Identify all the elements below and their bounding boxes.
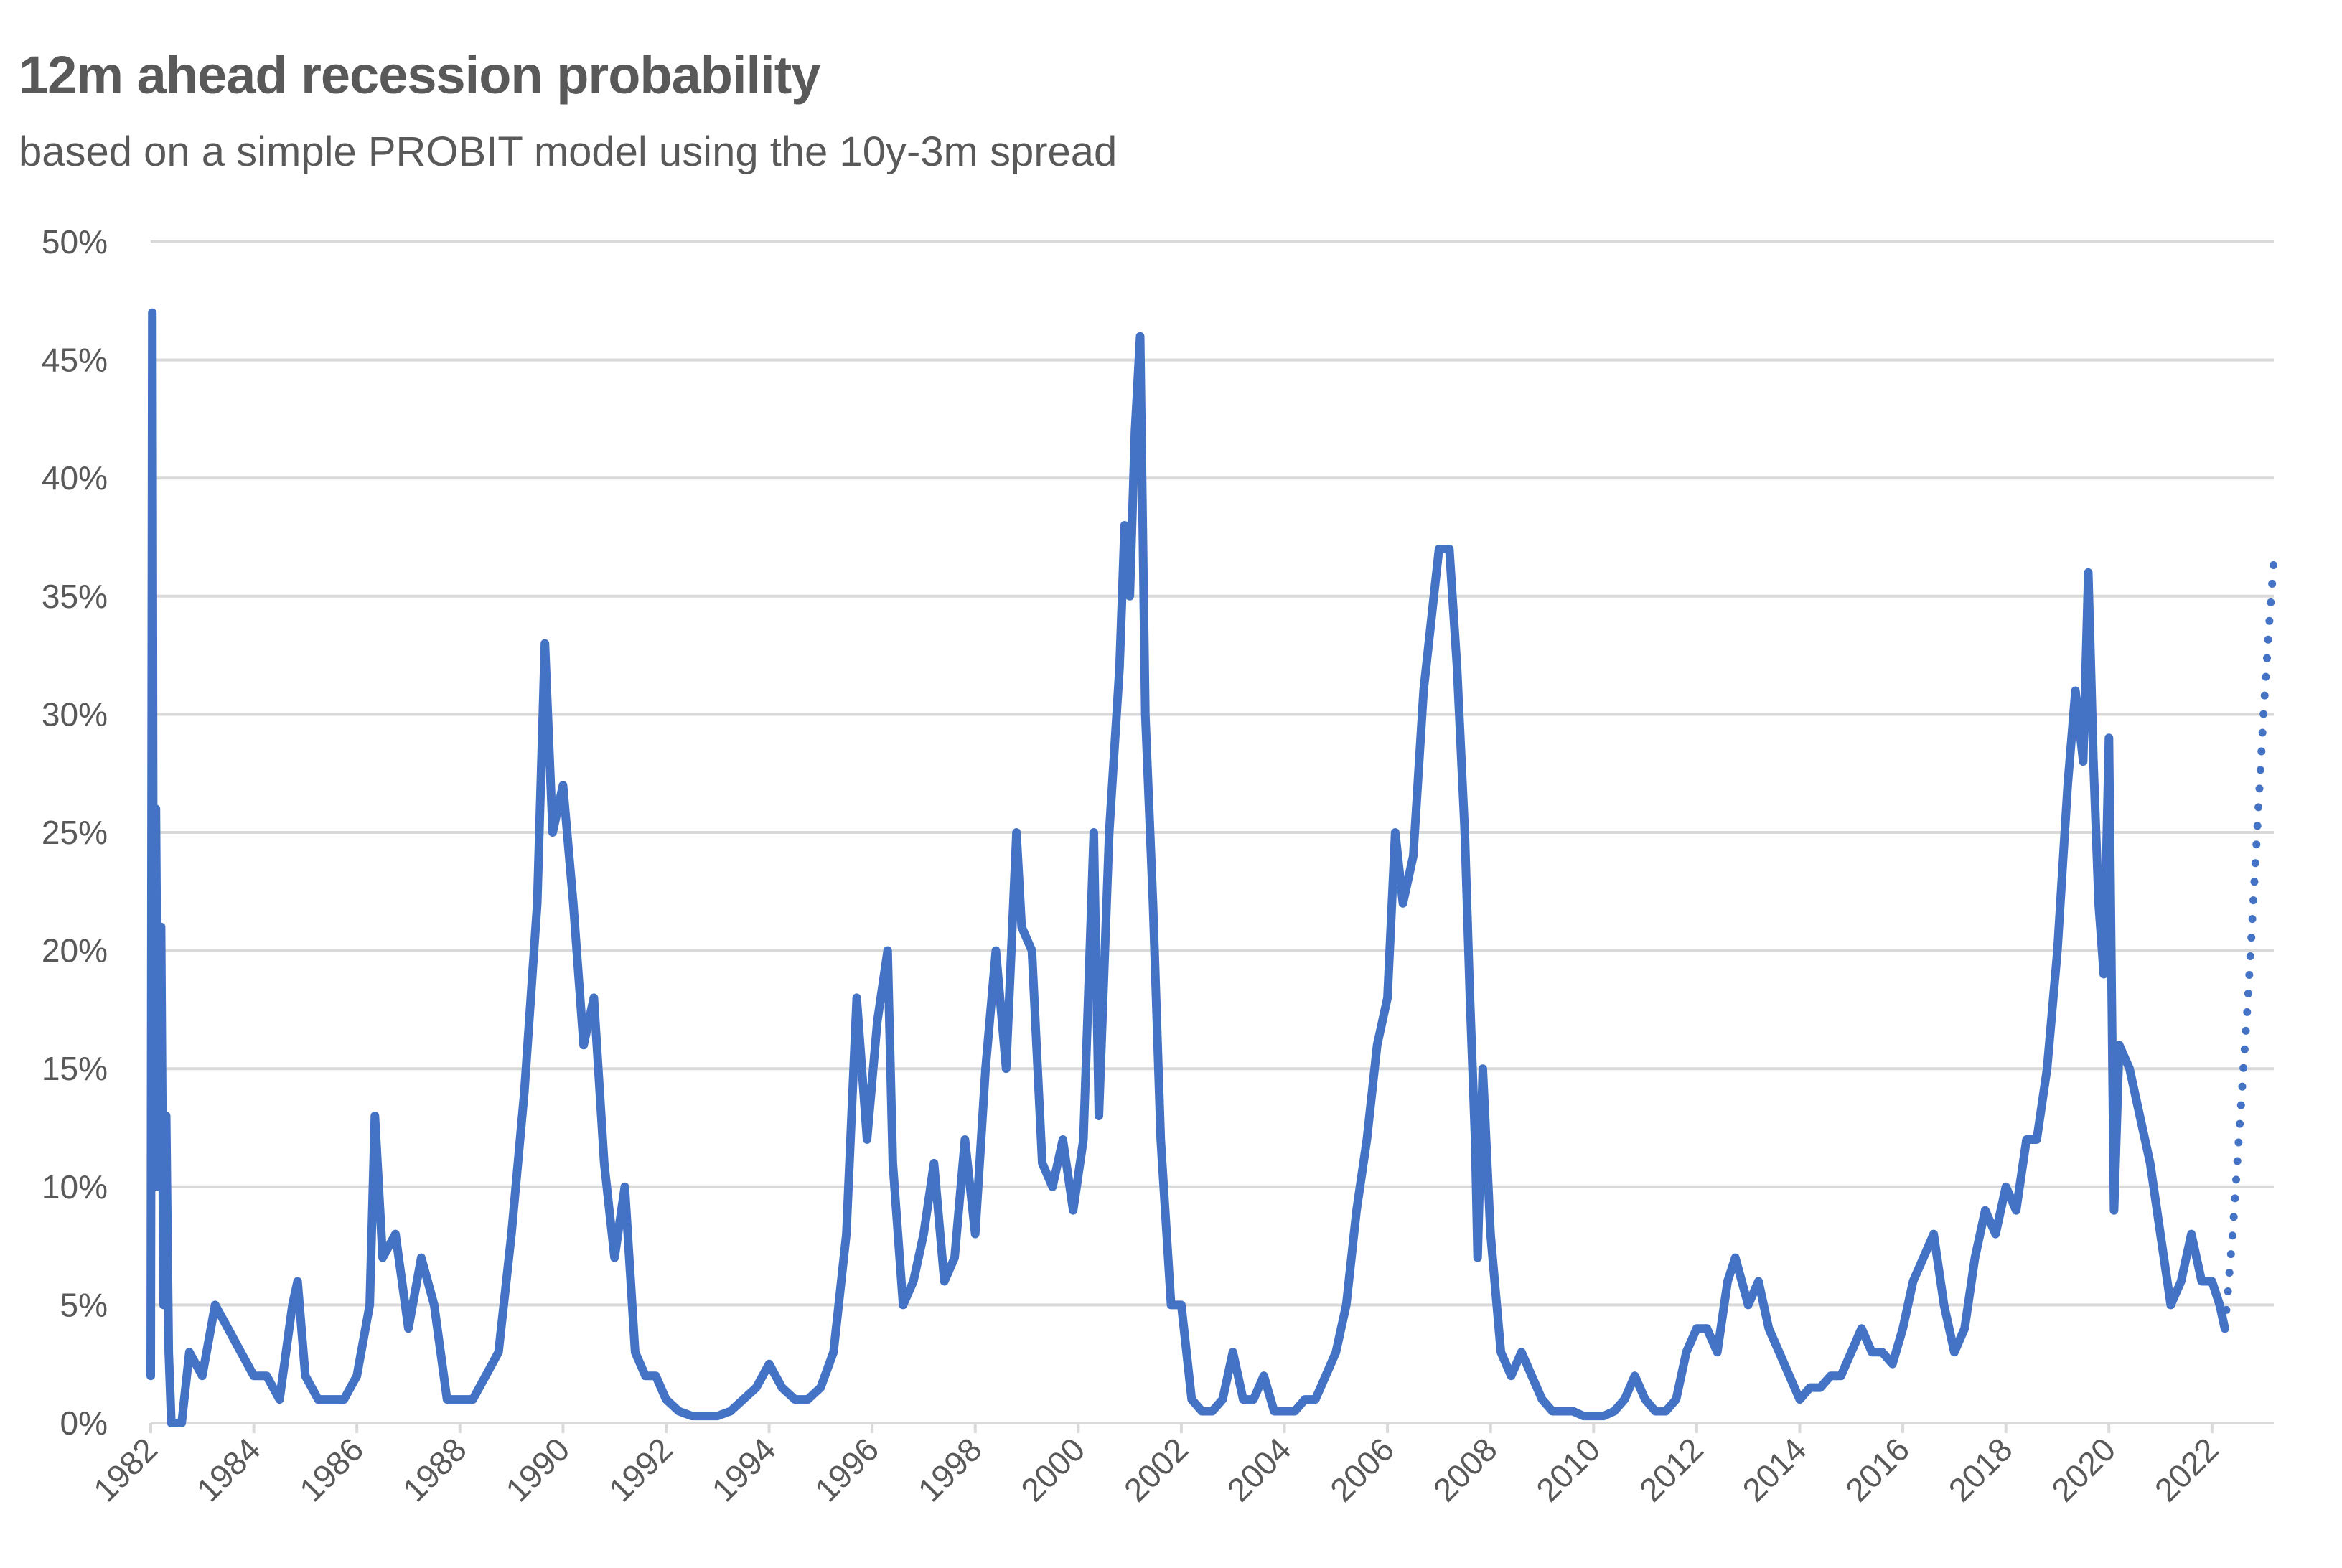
x-tick-label: 2010: [1529, 1430, 1607, 1508]
chart-subtitle: based on a simple PROBIT model using the…: [19, 128, 1118, 175]
x-tick-label: 2018: [1941, 1430, 2020, 1508]
x-tick-label: 2012: [1632, 1430, 1710, 1508]
probability-line: [146, 308, 2229, 1427]
y-tick-label: 30%: [42, 695, 108, 733]
x-tick-label: 2016: [1838, 1430, 1916, 1508]
x-tick-label: 1982: [86, 1430, 164, 1508]
y-tick-label: 25%: [42, 814, 108, 851]
y-tick-label: 10%: [42, 1168, 108, 1206]
x-tick-label: 2006: [1323, 1430, 1401, 1508]
y-tick-label: 40%: [42, 459, 108, 497]
chart-title: 12m ahead recession probability: [19, 45, 820, 105]
x-tick-label: 1998: [911, 1430, 989, 1508]
x-tick-label: 1992: [601, 1430, 680, 1508]
y-tick-label: 50%: [42, 223, 108, 260]
y-tick-label: 20%: [42, 932, 108, 970]
x-tick-label: 2002: [1117, 1430, 1195, 1508]
x-tick-label: 1996: [807, 1430, 886, 1508]
y-tick-label: 35%: [42, 578, 108, 615]
x-tick-label: 1986: [292, 1430, 370, 1508]
x-tick-label: 2008: [1426, 1430, 1504, 1508]
x-tick-label: 2004: [1219, 1430, 1298, 1508]
x-tick-label: 2014: [1735, 1430, 1813, 1508]
x-tick-label: 1990: [498, 1430, 576, 1508]
x-tick-label: 2020: [2044, 1430, 2122, 1508]
x-tick-label: 2000: [1013, 1430, 1092, 1508]
x-tick-label: 1984: [189, 1430, 268, 1508]
y-tick-label: 5%: [60, 1286, 108, 1323]
x-tick-label: 1988: [395, 1430, 474, 1508]
y-tick-label: 45%: [42, 342, 108, 379]
x-tick-label: 2022: [2147, 1430, 2226, 1508]
forecast-line: [2221, 556, 2278, 1333]
x-tick-label: 1994: [704, 1430, 782, 1508]
y-tick-label: 15%: [42, 1050, 108, 1087]
y-tick-label: 0%: [60, 1404, 108, 1442]
